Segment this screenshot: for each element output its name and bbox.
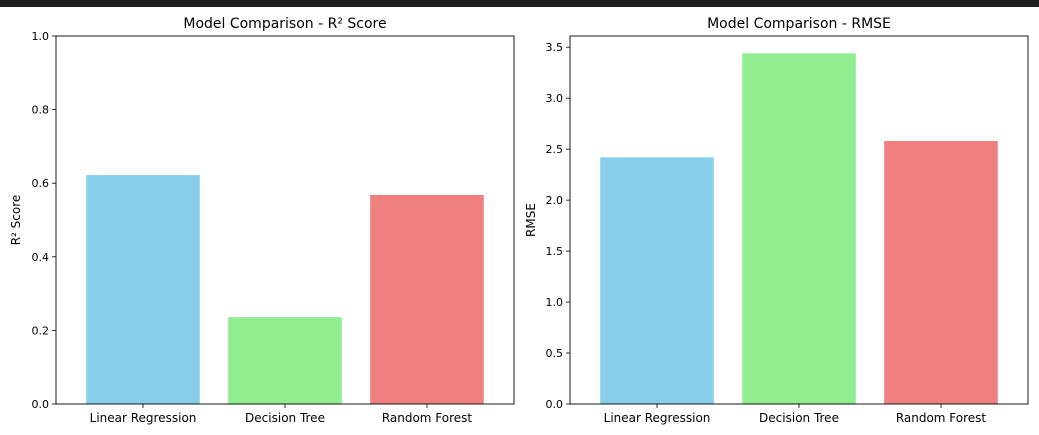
rmse-ytick-label-7: 3.0 — [546, 92, 564, 105]
window-top-bar — [0, 0, 1039, 7]
r2-xtick-label-3: Random Forest — [382, 411, 473, 425]
rmse-ytick-label-8: 3.5 — [546, 41, 564, 54]
r2-bar-2 — [228, 317, 342, 404]
r2-xtick-label-1: Linear Regression — [90, 411, 197, 425]
rmse-ytick-label-5: 2.0 — [546, 194, 564, 207]
rmse-ytick-label-6: 2.5 — [546, 143, 564, 156]
rmse-bar-2 — [742, 53, 856, 404]
r2-chart-title: Model Comparison - R² Score — [183, 16, 386, 32]
r2-xtick-label-2: Decision Tree — [245, 411, 325, 425]
r2-axes-frame — [55, 35, 515, 405]
r2-bar-1 — [86, 175, 200, 404]
rmse-y-axis-label: RMSE — [524, 203, 538, 237]
r2-ytick-label-6: 1.0 — [32, 30, 50, 43]
r2-ytick-label-2: 0.2 — [32, 324, 50, 337]
rmse-ytick-label-4: 1.5 — [546, 245, 564, 258]
rmse-ytick-label-3: 1.0 — [546, 296, 564, 309]
rmse-ytick-label-2: 0.5 — [546, 347, 564, 360]
rmse-xtick-label-1: Linear Regression — [604, 411, 711, 425]
r2-ytick-label-4: 0.6 — [32, 177, 50, 190]
rmse-axes-frame — [569, 35, 1029, 405]
rmse-bar-1 — [600, 157, 714, 404]
rmse-xtick-label-2: Decision Tree — [759, 411, 839, 425]
r2-y-axis-label: R² Score — [9, 195, 23, 246]
r2-bar-3 — [370, 194, 484, 404]
rmse-ytick-label-1: 0.0 — [546, 398, 564, 411]
rmse-bar-3 — [884, 141, 998, 404]
r2-ytick-label-3: 0.4 — [32, 251, 50, 264]
r2-ytick-label-1: 0.0 — [32, 398, 50, 411]
rmse-chart-title: Model Comparison - RMSE — [707, 16, 891, 32]
rmse-xtick-label-3: Random Forest — [896, 411, 987, 425]
r2-ytick-label-5: 0.8 — [32, 104, 50, 117]
